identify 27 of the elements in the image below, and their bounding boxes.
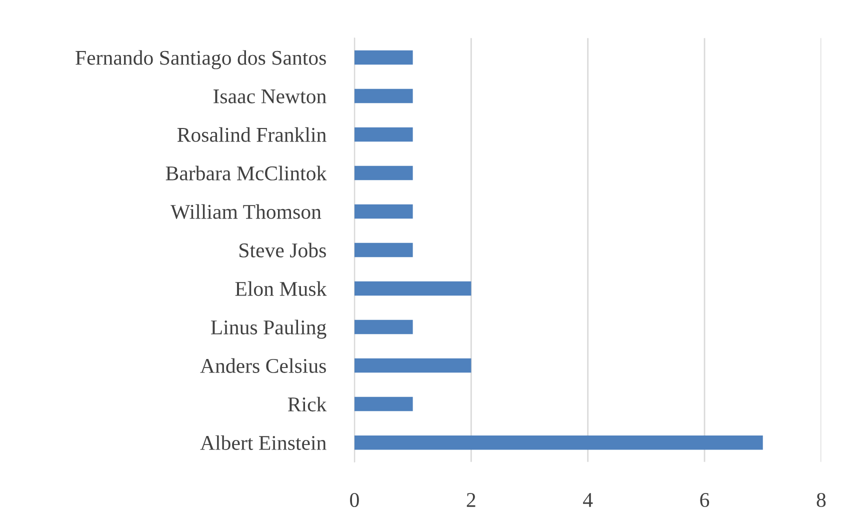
bar xyxy=(354,204,413,219)
bar xyxy=(354,435,763,450)
x-tick-label: 6 xyxy=(700,493,710,508)
y-tick-label: Albert Einstein xyxy=(200,435,326,450)
y-tick-label: Elon Musk xyxy=(235,281,327,296)
y-tick-label: Isaac Newton xyxy=(213,90,326,104)
bar xyxy=(354,50,413,65)
bar xyxy=(354,127,413,142)
x-tick-label: 4 xyxy=(583,493,593,507)
bar xyxy=(354,396,413,412)
y-tick-label: Steve Jobs xyxy=(240,242,326,258)
y-tick-label: Linus Pauling xyxy=(210,320,326,339)
bar xyxy=(354,281,472,296)
y-tick-label: William Thomson xyxy=(170,204,322,220)
y-tick-label: Anders Celsius xyxy=(200,358,326,373)
y-tick-label: Rick xyxy=(288,396,327,412)
x-tick-label: 0 xyxy=(350,492,359,508)
bar xyxy=(354,320,413,334)
bar xyxy=(354,166,413,180)
bar xyxy=(354,242,413,258)
bar xyxy=(354,358,472,373)
bar xyxy=(354,88,413,104)
y-tick-label: Barbara McClintok xyxy=(166,166,327,180)
y-tick-label: Fernando Santiago dos Santos xyxy=(76,50,326,70)
x-tick-label: 2 xyxy=(466,493,476,507)
y-tick-label: Rosalind Franklin xyxy=(177,127,326,142)
x-tick-label: 8 xyxy=(816,492,826,508)
